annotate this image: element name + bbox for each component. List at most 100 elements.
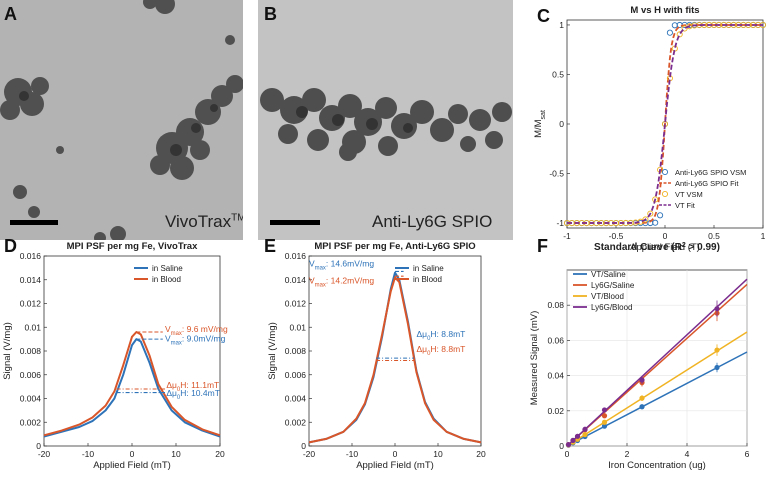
y-tick-label: 0.014 [285, 275, 307, 285]
legend-label: Anti-Ly6G SPIO Fit [675, 179, 739, 188]
y-tick-label: 0.006 [285, 370, 307, 380]
scale-bar [270, 220, 320, 225]
y-tick-label: 0 [301, 441, 306, 451]
y-tick-label: 0.012 [20, 299, 42, 309]
y-tick-label: 0 [36, 441, 41, 451]
chart-title: Standard Curve (R2 > 0.99) [594, 242, 720, 254]
micrograph-anti-ly6g-image [258, 0, 513, 240]
y-tick-label: 0.02 [547, 406, 564, 416]
y-tick-label: 0 [559, 441, 564, 451]
data-point [657, 212, 664, 219]
data-point [639, 404, 645, 410]
chart-C: -1 -0.5 0 0.5 1 -1 -0.5 0 0.5 1 M vs H with fits Ap… [533, 5, 767, 253]
micrograph-anti-ly6g: Anti-Ly6G SPIO [258, 0, 513, 240]
annotation-label: Δμ0H: 8.8mT [417, 329, 466, 342]
y-tick-label: 0 [559, 119, 564, 129]
legend-label: in Blood [413, 275, 442, 284]
y-tick-label: 0.5 [552, 69, 564, 79]
data-point [582, 431, 588, 438]
panel-letter-f: F [537, 236, 548, 256]
micrograph-vivotrax-image [0, 0, 243, 240]
chart-F: 0 2 4 6 0 0.02 0.04 0.06 0.08 Standard Curve (R2 … [529, 242, 750, 472]
legend-label: VT Fit [675, 201, 696, 210]
x-axis-label: Applied Field (mT) [356, 460, 434, 471]
data-point [601, 423, 608, 429]
legend-label: Ly6G/Saline [591, 281, 635, 290]
data-point [666, 29, 673, 36]
x-tick-label: 1 [761, 231, 766, 241]
x-tick-label: -10 [82, 449, 95, 459]
plot-area [43, 255, 221, 447]
x-tick-label: 0 [130, 449, 135, 459]
annotation-label: Δμ0H: 8.8mT [417, 344, 466, 357]
x-axis-label: Applied Field (mT) [93, 460, 171, 471]
x-axis-label: Applied Field (T) [630, 242, 700, 253]
x-tick-label: 20 [476, 449, 486, 459]
y-axis-label: Measured Signal (mV) [529, 311, 540, 406]
data-point [639, 395, 645, 401]
panel-letter-b: B [264, 4, 277, 24]
legend-swatch [661, 190, 669, 198]
y-tick-label: 0.004 [285, 394, 307, 404]
data-point [639, 377, 645, 383]
y-tick-label: 0.01 [24, 322, 41, 332]
y-tick-label: 0.002 [285, 417, 307, 427]
data-point [647, 210, 654, 217]
data-point [601, 413, 608, 419]
legend-label: in Saline [152, 264, 183, 273]
y-tick-label: 0.008 [285, 346, 307, 356]
annotation-label: Vmax: 9.6 mV/mg [165, 324, 228, 337]
micrograph-vivotrax: VivoTraxTM [0, 0, 243, 240]
x-tick-label: -20 [303, 449, 316, 459]
x-tick-label: 20 [215, 449, 225, 459]
annotation-label: Vmax: 9.0mV/mg [165, 334, 226, 347]
annotation-label: Vmax: 14.2mV/mg [309, 275, 374, 288]
x-tick-label: 10 [433, 449, 443, 459]
chart-title: MPI PSF per mg Fe, VivoTrax [67, 241, 198, 252]
data-point [574, 433, 581, 439]
data-point [582, 426, 588, 432]
x-tick-label: -10 [346, 449, 359, 459]
plot-area [566, 269, 748, 447]
y-tick-label: 0.002 [20, 417, 42, 427]
x-tick-label: 0 [393, 449, 398, 459]
y-tick-label: 0.016 [285, 251, 307, 261]
x-tick-label: 6 [745, 449, 750, 459]
y-tick-label: -0.5 [549, 169, 564, 179]
scale-bar [10, 220, 58, 225]
chart-title: M vs H with fits [630, 5, 699, 16]
data-point [676, 31, 683, 38]
legend-label: VT/Blood [591, 292, 624, 301]
series-line [308, 276, 482, 444]
panel-letter-e: E [264, 236, 277, 256]
data-point [681, 25, 688, 32]
x-tick-label: 10 [171, 449, 181, 459]
series-line [43, 331, 221, 437]
x-tick-label: 0.5 [708, 231, 720, 241]
data-point [565, 441, 572, 448]
micrograph-label: Anti-Ly6G SPIO [372, 212, 493, 231]
legend-swatch [661, 168, 669, 176]
data-point [601, 407, 608, 413]
y-axis-label: Signal (V/mg) [267, 322, 278, 380]
panel-letter-d: D [4, 236, 17, 256]
x-axis-label: Iron Concentration (ug) [608, 460, 706, 471]
x-tick-label: 2 [625, 449, 630, 459]
data-point [601, 419, 608, 425]
x-tick-label: -0.5 [609, 231, 624, 241]
y-tick-label: 0.01 [289, 322, 306, 332]
legend-label: VT VSM [675, 190, 703, 199]
y-tick-label: 1 [559, 20, 564, 30]
data-point [714, 347, 720, 353]
x-tick-label: 0 [663, 231, 668, 241]
legend-label: in Blood [152, 275, 181, 284]
y-tick-label: 0.008 [20, 346, 42, 356]
annotation-label: Δμ0H: 11.1mT [166, 380, 219, 393]
data-point [714, 364, 720, 371]
y-tick-label: 0.06 [547, 335, 564, 345]
y-axis-label: M/Msat [533, 110, 547, 138]
y-tick-label: 0.04 [547, 371, 564, 381]
panel-letter-c: C [537, 6, 550, 26]
y-tick-label: -1 [556, 218, 564, 228]
